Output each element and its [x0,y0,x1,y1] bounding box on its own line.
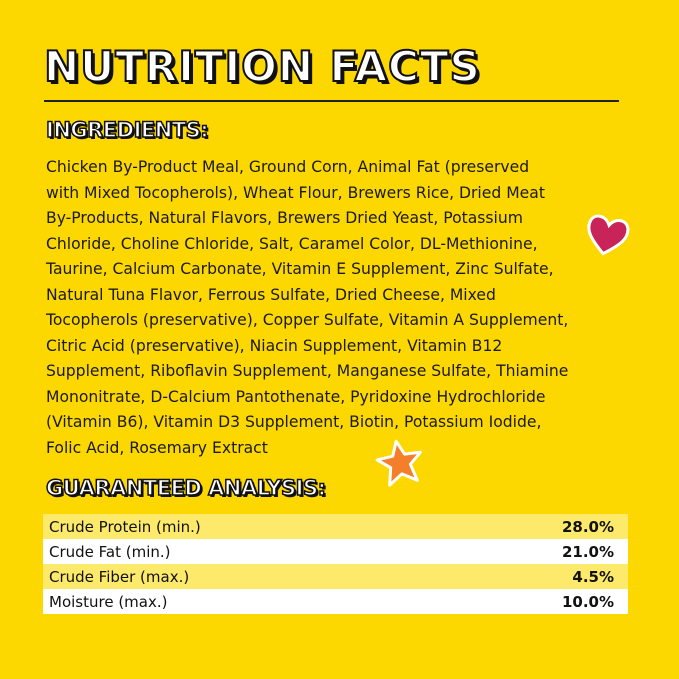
divider [44,100,619,102]
ingredients-line: Tocopherols (preservative), Copper Sulfa… [46,311,569,329]
ingredients-line: with Mixed Tocopherols), Wheat Flour, Br… [46,183,545,202]
ingredients-text: Chicken By-Product Meal, Ground Corn, An… [46,155,568,461]
nutrient-value: 21.0% [561,542,614,561]
ingredients-line: Chicken By-Product Meal, Ground Corn, An… [46,158,530,176]
table-row: Crude Fiber (max.) 4.5% [43,564,628,589]
ingredients-line: By-Products, Natural Flavors, Brewers Dr… [46,209,523,227]
table-row: Crude Protein (min.) 28.0% [43,514,628,539]
ingredients-line: Supplement, Riboflavin Supplement, Manga… [46,362,569,380]
ingredients-line: Citric Acid (preservative), Niacin Suppl… [46,336,503,355]
ingredients-heading: INGREDIENTS: [45,117,209,143]
heart-icon [587,214,630,256]
ingredients-line: Taurine, Calcium Carbonate, Vitamin E Su… [46,260,554,278]
nutrient-value: 10.0% [561,592,614,611]
page-title: NUTRITION FACTS [43,41,481,92]
nutrient-value: 28.0% [561,517,614,536]
nutrient-label: Crude Fat (min.) [49,542,171,561]
ingredients-line: Natural Tuna Flavor, Ferrous Sulfate, Dr… [46,285,496,304]
nutrient-value: 4.5% [572,567,614,586]
nutrient-label: Moisture (max.) [49,592,168,611]
table-row: Moisture (max.) 10.0% [43,589,628,614]
nutrient-label: Crude Fiber (max.) [49,567,190,586]
analysis-table: Crude Protein (min.) 28.0% Crude Fat (min… [43,514,628,614]
table-row: Crude Fat (min.) 21.0% [43,539,628,564]
ingredients-line: (Vitamin B6), Vitamin D3 Supplement, Bio… [46,413,542,431]
analysis-heading: GUARANTEED ANALYSIS: [45,475,327,501]
star-icon [375,439,422,487]
ingredients-line: Folic Acid, Rosemary Extract [46,438,268,457]
ingredients-line: Mononitrate, D-Calcium Pantothenate, Pyr… [46,387,546,406]
nutrient-label: Crude Protein (min.) [49,517,201,536]
ingredients-line: Chloride, Choline Chloride, Salt, Carame… [46,234,538,253]
